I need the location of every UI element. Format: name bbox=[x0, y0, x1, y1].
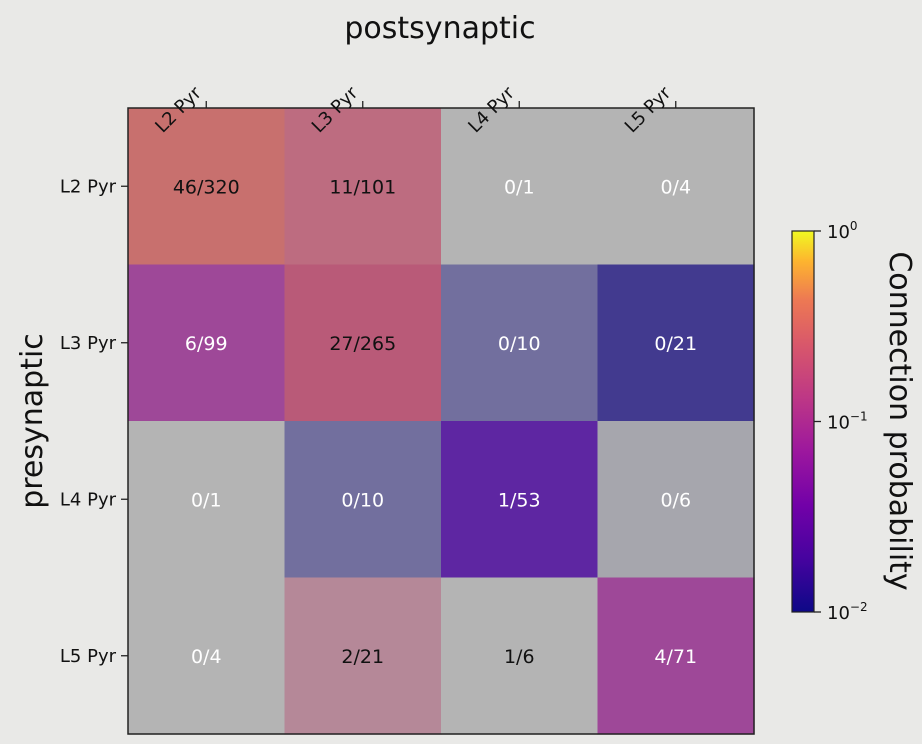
cell-label: 0/4 bbox=[191, 646, 222, 668]
colorbar-ticks: 100 10−1 10−2 bbox=[814, 219, 868, 624]
colorbar-tick-label: 100 bbox=[827, 219, 858, 243]
colorbar-label: Connection probability bbox=[882, 251, 917, 590]
cell-label: 1/6 bbox=[504, 646, 535, 668]
cell-label: 46/320 bbox=[173, 176, 240, 198]
heatmap-cell bbox=[597, 108, 755, 266]
heatmap-cell bbox=[128, 577, 286, 735]
heatmap-cell bbox=[597, 577, 755, 735]
cell-label: 0/4 bbox=[660, 176, 691, 198]
cell-label: 0/21 bbox=[654, 333, 697, 355]
heatmap-cell bbox=[284, 577, 442, 735]
cell-label: 27/265 bbox=[329, 333, 396, 355]
cell-label: 0/1 bbox=[504, 176, 535, 198]
y-tick-label: L2 Pyr bbox=[60, 176, 117, 197]
plot-frame bbox=[127, 107, 755, 735]
x-axis-title: postsynaptic bbox=[344, 11, 535, 46]
cell-label: 4/71 bbox=[654, 646, 697, 668]
cell-label: 0/10 bbox=[341, 489, 384, 511]
heatmap-cell bbox=[597, 421, 755, 579]
colorbar-gradient bbox=[791, 230, 815, 613]
colorbar-tick-label: 10−1 bbox=[827, 410, 868, 434]
heatmap-cell bbox=[441, 421, 599, 579]
y-axis-ticks: L2 Pyr L3 Pyr L4 Pyr L5 Pyr bbox=[60, 176, 128, 667]
cell-label: 11/101 bbox=[329, 176, 396, 198]
heatmap-cell bbox=[128, 421, 286, 579]
heatmap-cells: 46/320 11/101 0/1 0/46/99 27/265 0/10 0/210/1 0… bbox=[128, 108, 755, 735]
cell-label: 2/21 bbox=[341, 646, 384, 668]
colorbar: 100 10−1 10−2 Connection probability bbox=[791, 219, 917, 624]
heatmap-cell bbox=[441, 577, 599, 735]
cell-label: 6/99 bbox=[185, 333, 228, 355]
cell-label: 0/6 bbox=[660, 489, 691, 511]
y-tick-label: L3 Pyr bbox=[60, 333, 117, 354]
y-tick-label: L4 Pyr bbox=[60, 489, 117, 510]
heatmap-cell bbox=[284, 421, 442, 579]
heatmap-cell bbox=[128, 264, 286, 422]
colorbar-tick-label: 10−2 bbox=[827, 600, 868, 624]
y-tick-label: L5 Pyr bbox=[60, 646, 117, 667]
cell-label: 1/53 bbox=[498, 489, 541, 511]
heatmap-cell bbox=[597, 264, 755, 422]
y-axis-title: presynaptic bbox=[15, 333, 50, 509]
heatmap-cell bbox=[284, 264, 442, 422]
heatmap-cell bbox=[128, 108, 286, 266]
heatmap-cell bbox=[441, 264, 599, 422]
cell-label: 0/10 bbox=[498, 333, 541, 355]
heatmap-cell bbox=[441, 108, 599, 266]
cell-label: 0/1 bbox=[191, 489, 222, 511]
heatmap-cell bbox=[284, 108, 442, 266]
